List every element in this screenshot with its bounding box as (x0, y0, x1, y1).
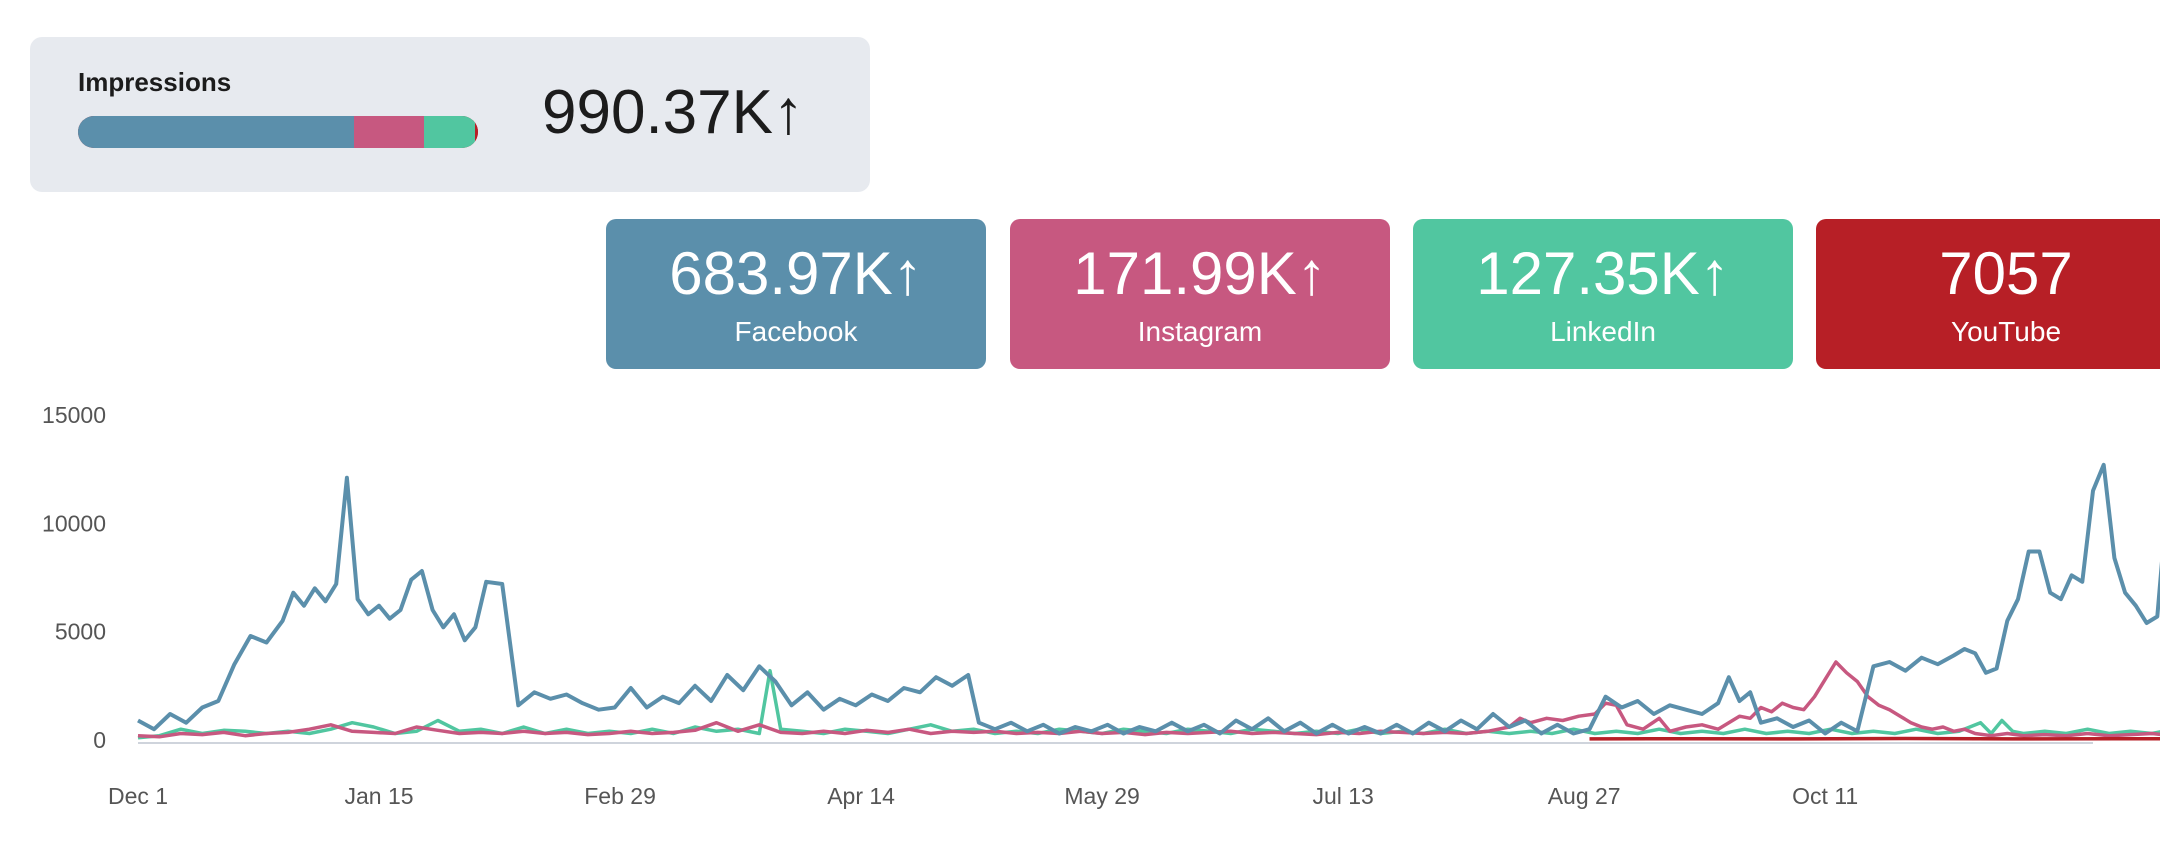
share-segment-youtube (475, 116, 478, 148)
series-layer (137, 462, 2160, 741)
y-axis-ticks: 0 5000 10000 15000 (42, 402, 106, 753)
facebook-card[interactable]: 683.97K↑ Facebook (606, 219, 986, 369)
instagram-label: Instagram (1137, 316, 1263, 347)
share-segment-instagram (354, 116, 424, 148)
trend-up-icon: ↑ (1296, 240, 1327, 307)
linkedin-value: 127.35K (1476, 240, 1700, 307)
linkedin-card[interactable]: 127.35K↑ LinkedIn (1413, 219, 1793, 369)
series-line-youtube (1589, 736, 2160, 741)
share-segment-linkedin (423, 116, 476, 148)
x-tick-label: Aug 27 (1548, 783, 1621, 809)
x-tick-label: Oct 11 (1792, 783, 1858, 809)
impressions-label: Impressions (78, 67, 232, 97)
y-tick-label: 5000 (55, 619, 106, 645)
x-axis-ticks: Dec 1 Jan 15 Feb 29 Apr 14 May 29 Jul 13 Aug 2… (108, 783, 1858, 809)
youtube-value: 7057 (1939, 240, 2073, 307)
impressions-line-chart: 0 5000 10000 15000 Dec 1 Jan 15 Feb 29 Apr 14 M… (42, 402, 2160, 809)
trend-up-icon: ↑ (892, 240, 923, 307)
x-tick-label: Jul 13 (1312, 783, 1373, 809)
impressions-summary-panel: Impressions 990.37K↑ (30, 37, 870, 192)
x-tick-label: Feb 29 (584, 783, 656, 809)
impressions-total: 990.37K↑ (542, 77, 804, 148)
youtube-label: YouTube (1950, 316, 2062, 347)
instagram-card[interactable]: 171.99K↑ Instagram (1010, 219, 1390, 369)
x-tick-label: May 29 (1064, 783, 1139, 809)
youtube-card[interactable]: 7057 YouTube (1816, 219, 2160, 369)
x-tick-label: Apr 14 (827, 783, 895, 809)
share-segment-facebook (78, 116, 355, 148)
y-tick-label: 15000 (42, 402, 106, 428)
impressions-total-value: 990.37K (542, 78, 773, 147)
instagram-value: 171.99K (1073, 240, 1297, 307)
x-tick-label: Jan 15 (344, 783, 413, 809)
y-tick-label: 10000 (42, 510, 106, 536)
facebook-value: 683.97K (669, 240, 893, 307)
series-line-facebook (137, 462, 2160, 736)
trend-up-icon: ↑ (1699, 240, 1730, 307)
facebook-label: Facebook (734, 316, 858, 347)
x-tick-label: Dec 1 (108, 783, 168, 809)
y-tick-label: 0 (93, 727, 106, 753)
linkedin-label: LinkedIn (1550, 316, 1656, 347)
platform-share-bar (78, 116, 478, 148)
trend-up-icon: ↑ (773, 78, 804, 147)
